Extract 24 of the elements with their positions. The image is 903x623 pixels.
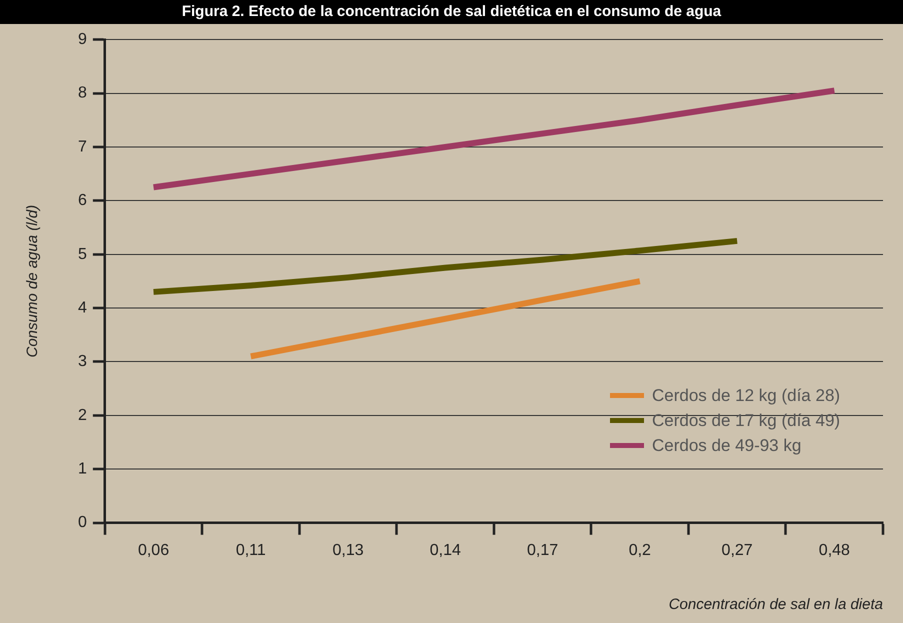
- y-tick-label: 1: [78, 460, 87, 478]
- x-tick-label: 0,17: [527, 542, 558, 559]
- legend-label: Cerdos de 12 kg (día 28): [652, 386, 840, 406]
- y-tick-label: 5: [78, 246, 87, 263]
- y-axis-title: Consumo de agua (l/d): [24, 204, 42, 358]
- chart-title: Figura 2. Efecto de la concentración de sal dietética en el consumo de agua: [0, 0, 903, 24]
- x-tick-label: 0,2: [628, 542, 652, 559]
- y-tick-label: 6: [78, 192, 87, 210]
- y-tick-label: 0: [78, 514, 87, 532]
- x-tick-label: 0,14: [430, 542, 461, 559]
- x-tick-label: 0,06: [138, 542, 170, 559]
- x-axis-title: Concentración de sal en la dieta: [668, 596, 883, 614]
- y-tick-label: 3: [78, 353, 87, 370]
- y-tick-label: 7: [78, 138, 87, 156]
- y-tick-label: 4: [78, 299, 87, 316]
- y-tick-label: 8: [78, 84, 87, 102]
- x-tick-label: 0,48: [818, 542, 850, 559]
- legend-label: Cerdos de 17 kg (día 49): [652, 410, 840, 430]
- x-tick-label: 0,27: [722, 542, 753, 559]
- legend-label: Cerdos de 49-93 kg: [652, 436, 802, 456]
- x-tick-label: 0,13: [332, 542, 364, 559]
- y-tick-label: 2: [78, 406, 87, 424]
- x-tick-label: 0,11: [236, 542, 266, 559]
- y-tick-label: 9: [78, 31, 87, 48]
